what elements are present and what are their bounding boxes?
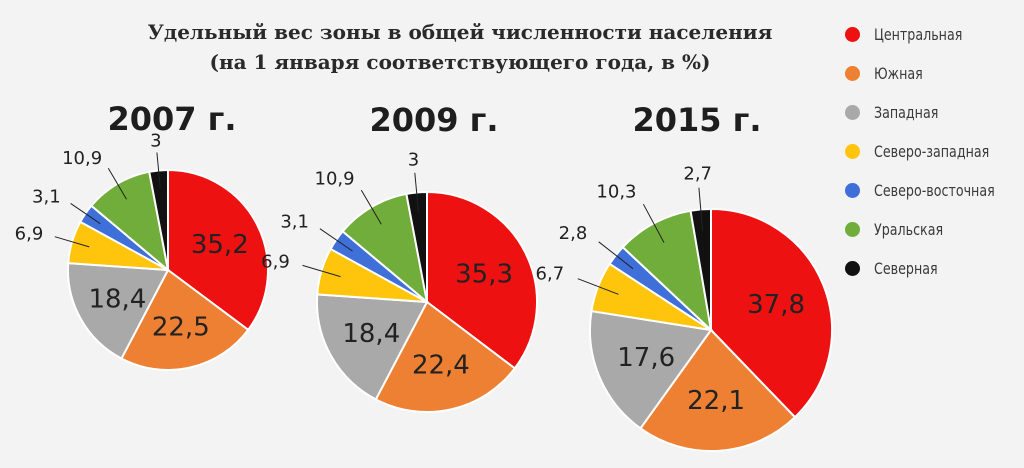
pie-title: 2015 г.	[632, 101, 761, 139]
pie-title: 2007 г.	[107, 100, 236, 138]
legend-item-northwest: Северо-западная	[845, 132, 1011, 171]
leader-line-northwest	[577, 278, 619, 295]
slice-label-northeast: 3,1	[280, 211, 309, 232]
slice-label-north: 2,7	[683, 163, 712, 184]
legend-swatch	[845, 66, 860, 81]
pie-slice-central	[167, 168, 269, 332]
leader-line-ural	[360, 189, 382, 225]
legend-swatch	[845, 27, 860, 42]
legend-label: Южная	[874, 64, 923, 83]
pie-chart-0: 2007 г. 35,2 22,518,4 6,9 3,110,9 3	[15, 100, 269, 371]
leader-line-north	[156, 152, 161, 189]
legend-swatch	[845, 144, 860, 159]
leader-line-northeast	[319, 228, 353, 252]
pie-slice-central	[710, 207, 833, 419]
slice-label-north: 3	[408, 150, 419, 171]
legend-item-west: Западная	[845, 93, 1011, 132]
legend-swatch	[845, 105, 860, 120]
legend-label: Центральная	[874, 25, 963, 44]
slice-label-northwest: 6,9	[15, 223, 44, 244]
slice-label-ural: 10,9	[315, 169, 355, 190]
legend-label: Уральская	[874, 220, 944, 239]
slice-label-ural: 10,3	[596, 181, 636, 202]
pie-slice-west	[67, 262, 170, 360]
slice-label-west: 18,4	[342, 319, 400, 349]
slice-label-northeast: 2,8	[559, 223, 588, 244]
leader-line-northwest	[54, 236, 90, 248]
pie-slice-south	[120, 268, 250, 371]
pie-slice-central	[426, 190, 538, 370]
leader-line-north	[414, 172, 419, 213]
slice-label-west: 17,6	[617, 343, 675, 373]
slice-label-central: 37,8	[747, 290, 805, 320]
slice-label-central: 35,2	[191, 230, 249, 260]
slice-label-ural: 10,9	[62, 148, 102, 169]
pie-slice-south	[374, 300, 517, 413]
legend-label: Северная	[874, 259, 938, 278]
legend-label: Западная	[874, 103, 939, 122]
leader-line-northwest	[302, 264, 341, 278]
legend-swatch	[845, 222, 860, 237]
legend-item-north: Северная	[845, 249, 1011, 288]
slice-label-north: 3	[150, 131, 161, 152]
pie-slice-west	[316, 293, 429, 401]
slice-label-south: 22,1	[687, 386, 745, 416]
leader-line-ural	[107, 167, 127, 200]
leader-line-northeast	[70, 202, 101, 225]
legend-item-south: Южная	[845, 54, 1011, 93]
leader-line-north	[698, 187, 704, 232]
slice-label-northwest: 6,7	[536, 264, 565, 285]
slice-label-west: 18,4	[88, 284, 146, 314]
chart-subtitle: (на 1 января соответствующего года, в %)	[209, 50, 711, 74]
legend-item-northeast: Северо-восточная	[845, 171, 1011, 210]
leader-line-northeast	[598, 241, 634, 270]
legend-swatch	[845, 183, 860, 198]
slice-label-south: 22,5	[152, 313, 210, 343]
legend-item-ural: Уральская	[845, 210, 1011, 249]
leader-line-ural	[642, 203, 665, 243]
legend: Центральная Южная Западная Северо-западная С…	[845, 15, 1011, 288]
slice-label-northeast: 3,1	[32, 187, 61, 208]
legend-item-central: Центральная	[845, 15, 1011, 54]
pie-slice-south	[639, 328, 797, 452]
pie-slice-west	[589, 309, 713, 430]
pie-title: 2009 г.	[369, 101, 498, 139]
chart-title: Удельный вес зоны в общей численности на…	[147, 20, 773, 44]
legend-label: Северо-восточная	[874, 181, 995, 200]
pie-chart-1: 2009 г. 35,3 22,4 18,4 6,9 3,1 10,9 3	[261, 101, 538, 413]
pie-chart-2: 2015 г. 37,8 22,1 17,6 6,7 2,8 10,3 2,7	[536, 101, 833, 452]
slice-label-central: 35,3	[455, 260, 513, 290]
legend-swatch	[845, 261, 860, 276]
legend-label: Северо-западная	[874, 142, 990, 161]
slice-label-northwest: 6,9	[261, 252, 290, 273]
slice-label-south: 22,4	[412, 350, 470, 380]
